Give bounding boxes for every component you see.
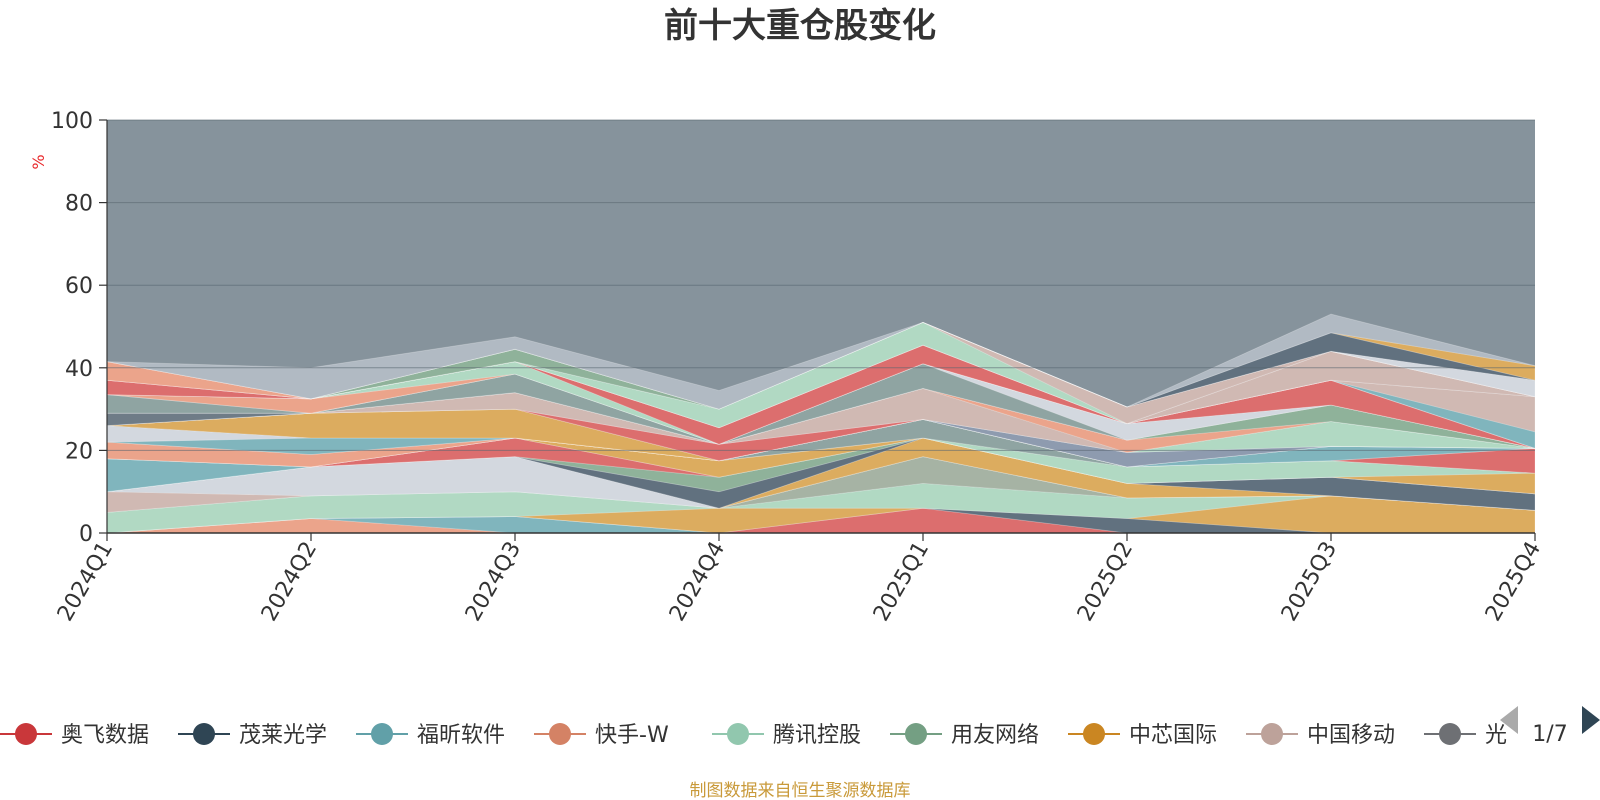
legend: 奥飞数据 茂莱光学 福昕软件 快手-W 腾讯控股 用友网络 中芯国际 中国移动 光	[0, 723, 1507, 748]
legend-item[interactable]: 光	[1424, 723, 1507, 748]
y-tick-label: 80	[65, 192, 93, 217]
legend-marker-icon	[549, 723, 571, 745]
y-axis-unit: %	[29, 154, 48, 169]
legend-prev-page-icon[interactable]	[1500, 706, 1518, 734]
legend-item[interactable]: 奥飞数据	[0, 723, 149, 748]
y-tick-label: 40	[65, 357, 93, 382]
legend-marker-icon	[1261, 723, 1283, 745]
legend-marker-icon	[1083, 723, 1105, 745]
legend-marker-icon	[371, 723, 393, 745]
y-tick-label: 100	[51, 109, 93, 134]
legend-marker-icon	[193, 723, 215, 745]
data-source-note: 制图数据来自恒生聚源数据库	[690, 781, 911, 800]
x-tick-label: 2025Q4	[1481, 538, 1546, 626]
y-tick-label: 0	[79, 522, 93, 547]
legend-label: 用友网络	[951, 723, 1039, 748]
legend-marker-icon	[905, 723, 927, 745]
legend-item[interactable]: 快手-W	[534, 723, 669, 748]
legend-marker-icon	[1439, 723, 1461, 745]
legend-page-indicator: 1/7	[1532, 722, 1567, 747]
x-tick-label: 2024Q2	[257, 538, 322, 626]
legend-item[interactable]: 中芯国际	[1068, 723, 1217, 748]
x-tick-label: 2025Q1	[869, 538, 934, 626]
x-tick-label: 2025Q3	[1277, 538, 1342, 626]
legend-marker-icon	[727, 723, 749, 745]
y-tick-label: 20	[65, 439, 93, 464]
legend-marker-icon	[15, 723, 37, 745]
area-series-group	[106, 313, 1536, 534]
legend-label: 腾讯控股	[773, 723, 861, 748]
x-tick-label: 2024Q4	[665, 538, 730, 626]
legend-label: 茂莱光学	[239, 723, 327, 748]
x-tick-label: 2024Q1	[53, 538, 118, 626]
x-tick-label: 2025Q2	[1073, 538, 1138, 626]
legend-next-page-icon[interactable]	[1582, 706, 1600, 734]
legend-label: 快手-W	[595, 723, 669, 748]
chart-title: 前十大重仓股变化	[664, 6, 936, 46]
y-axis-ticks: 0 20 40 60 80 100	[51, 109, 107, 547]
legend-label: 福昕软件	[417, 723, 505, 748]
legend-item[interactable]: 中国移动	[1246, 723, 1395, 748]
grid-lines	[107, 119, 1535, 451]
legend-item[interactable]: 用友网络	[890, 723, 1039, 748]
legend-item[interactable]: 腾讯控股	[712, 723, 861, 748]
legend-label: 奥飞数据	[61, 723, 149, 748]
x-tick-label: 2024Q3	[461, 538, 526, 626]
legend-label: 光	[1485, 723, 1507, 748]
legend-pager: 1/7	[1500, 706, 1600, 747]
area-series-49	[106, 313, 1536, 410]
legend-item[interactable]: 福昕软件	[356, 723, 505, 748]
x-axis-ticks: 2024Q1 2024Q2 2024Q3 2024Q4 2025Q1 2025Q2 2025…	[53, 533, 1546, 626]
axes	[106, 120, 1535, 534]
legend-label: 中芯国际	[1129, 723, 1217, 748]
legend-label: 中国移动	[1307, 723, 1395, 748]
y-tick-label: 60	[65, 274, 93, 299]
legend-item[interactable]: 茂莱光学	[178, 723, 327, 748]
